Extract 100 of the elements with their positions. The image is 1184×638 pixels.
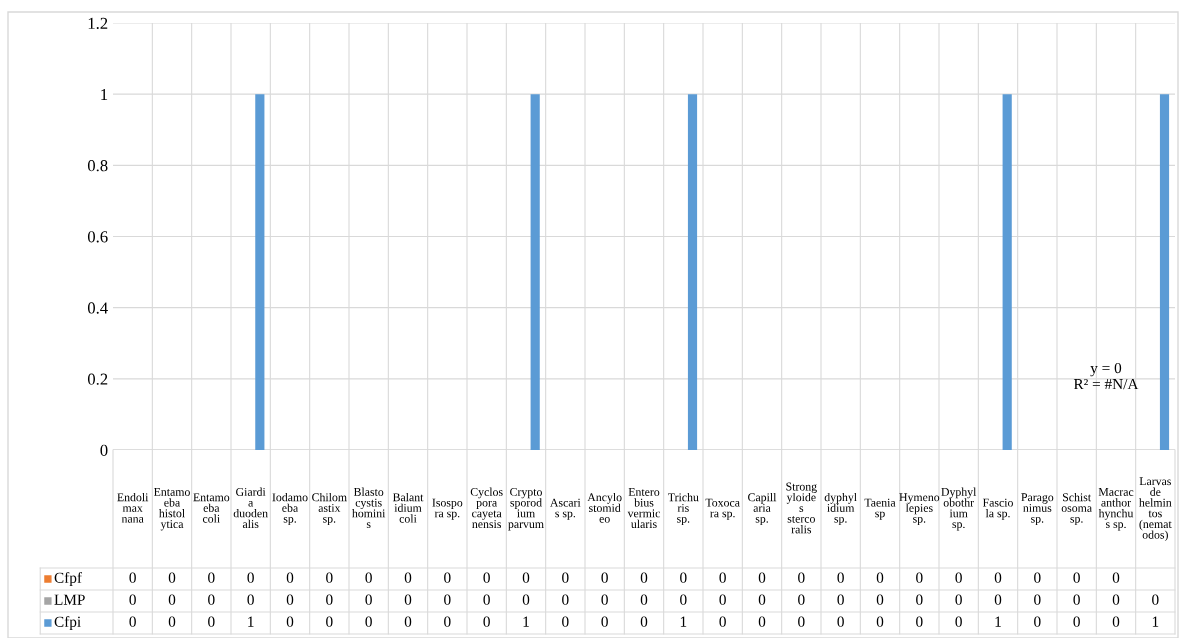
data-label: 0 <box>208 616 215 627</box>
data-label: 0 <box>719 594 726 605</box>
data-label: 0 <box>444 594 451 605</box>
data-label: 0 <box>680 594 687 605</box>
annotation: y = 0 R² = #N/A <box>1073 362 1139 390</box>
data-label: 1 <box>995 616 1001 627</box>
data-label: 0 <box>444 616 451 627</box>
x-tick-label: Dyphylobothrium sp. <box>941 487 977 531</box>
data-label: 0 <box>1073 616 1080 627</box>
y-tick-label: 0.8 <box>87 160 108 172</box>
x-tick-label: Taenia sp <box>864 498 896 520</box>
x-tick-label: Schistosoma sp. <box>1061 492 1092 526</box>
data-label: 0 <box>483 594 490 605</box>
data-label: 0 <box>444 572 451 583</box>
data-label: 0 <box>1073 594 1080 605</box>
data-label: 0 <box>404 616 412 627</box>
data-label: 0 <box>208 594 215 605</box>
data-label: 0 <box>1152 594 1159 605</box>
data-label: 0 <box>1034 594 1041 605</box>
x-tick-label: Endolimax nana <box>117 492 149 523</box>
data-label: 0 <box>601 616 608 627</box>
y-tick-label: 0.2 <box>87 373 108 385</box>
data-label: 0 <box>1112 572 1120 583</box>
data-label: 0 <box>798 616 805 627</box>
x-tick-label: Ancylostomideo <box>587 492 622 523</box>
x-tick-label: Hymenolepies sp. <box>899 493 940 526</box>
x-tick-label: Giardia duodenalis <box>233 487 268 529</box>
data-label: 0 <box>168 594 176 605</box>
data-label: 0 <box>326 616 333 627</box>
x-tick-label: Capillaria sp. <box>748 492 777 526</box>
x-tick-label: Paragonimus sp. <box>1021 493 1054 526</box>
data-label: 0 <box>562 594 569 605</box>
data-label: 0 <box>955 594 962 605</box>
data-label: 0 <box>522 572 530 583</box>
data-label: 0 <box>1112 616 1120 627</box>
data-label: 0 <box>365 594 372 605</box>
data-label: 0 <box>522 594 530 605</box>
data-label: 0 <box>168 572 176 583</box>
data-label: 0 <box>562 616 569 627</box>
data-label: 0 <box>286 572 294 583</box>
x-tick-label: Fasciola sp. <box>982 498 1013 520</box>
data-label: 0 <box>365 616 372 627</box>
data-label: 1 <box>523 616 529 627</box>
data-label: 0 <box>916 594 923 605</box>
data-label: 0 <box>640 616 648 627</box>
data-label: 0 <box>955 572 962 583</box>
data-label: 0 <box>247 572 254 583</box>
x-tick-label: Macracanthorhynchus sp. <box>1098 488 1134 531</box>
data-label: 0 <box>326 572 333 583</box>
data-label: 0 <box>168 616 176 627</box>
data-label: 0 <box>1112 594 1120 605</box>
data-label: 0 <box>916 616 923 627</box>
y-tick-label: 0.4 <box>87 302 108 314</box>
y-tick-label: 0 <box>100 444 108 456</box>
data-label: 0 <box>562 572 569 583</box>
y-tick-label: 0.6 <box>87 231 108 243</box>
data-label: 0 <box>876 594 884 605</box>
data-label: 0 <box>758 572 766 583</box>
data-label: 0 <box>404 572 412 583</box>
x-tick-label: Larvas de helmintos (nematodos) <box>1139 477 1172 542</box>
legend-label: Cfpf <box>54 571 82 587</box>
x-tick-label: Isospora sp. <box>432 498 463 520</box>
data-label: 0 <box>208 572 215 583</box>
data-label: 0 <box>680 572 687 583</box>
data-label: 0 <box>955 616 962 627</box>
data-label: 0 <box>640 572 648 583</box>
x-tick-label: Iodamoeba sp. <box>272 492 308 526</box>
data-label: 0 <box>365 572 372 583</box>
x-tick-label: Entamoeba coli <box>193 493 230 523</box>
x-tick-label: Balantidium coli <box>392 492 424 523</box>
data-label: 0 <box>719 572 726 583</box>
data-label: 0 <box>876 572 884 583</box>
data-label: 0 <box>129 594 136 605</box>
x-tick-label: Strongyloides stercoralis <box>786 482 817 534</box>
data-label: 0 <box>286 616 294 627</box>
data-label: 0 <box>837 572 844 583</box>
data-label: 0 <box>758 594 766 605</box>
data-label: 0 <box>876 616 884 627</box>
data-label: 0 <box>601 594 608 605</box>
data-label: 0 <box>404 594 412 605</box>
data-label: 0 <box>483 616 490 627</box>
x-tick-label: Ascaris sp. <box>550 498 581 520</box>
data-label: 0 <box>758 616 766 627</box>
data-label: 0 <box>1073 572 1080 583</box>
data-label: 0 <box>1034 572 1041 583</box>
x-tick-label: Entamoeba histolytica <box>153 488 190 531</box>
x-tick-label: dyphylidium sp. <box>824 492 857 526</box>
data-label: 0 <box>719 616 726 627</box>
y-tick-label: 1.2 <box>88 17 108 30</box>
legend-label: LMP <box>54 594 85 605</box>
data-label: 1 <box>1152 616 1159 627</box>
data-label: 0 <box>994 572 1002 583</box>
data-label: 1 <box>680 616 687 627</box>
data-label: 0 <box>916 572 923 583</box>
x-tick-label: Chilomastix sp. <box>312 492 347 526</box>
data-label: 0 <box>798 572 805 583</box>
data-label: 0 <box>129 572 136 583</box>
data-label: 0 <box>1034 616 1041 627</box>
y-tick-label: 1 <box>101 88 108 100</box>
data-label: 0 <box>601 572 608 583</box>
